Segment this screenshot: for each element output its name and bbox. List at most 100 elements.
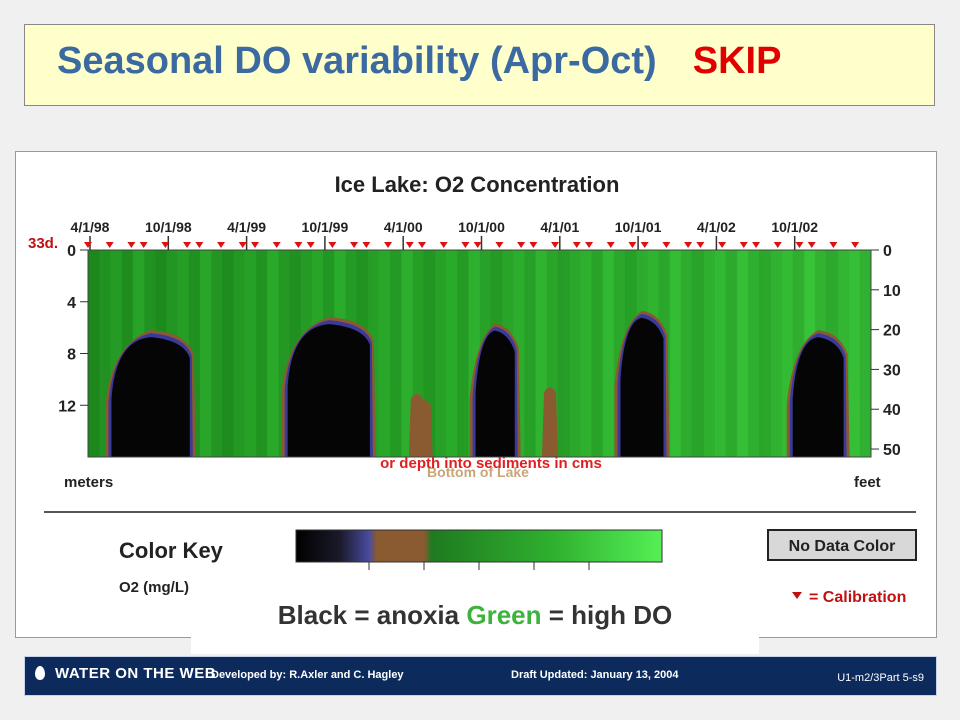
o2-heatmap-chart: 4/1/98 10/1/98 4/1/99 10/1/99 4/1/00 10/1/00 4… [28,219,917,606]
heatmap-texture-stripe [848,250,861,457]
heatmap-texture-stripe [770,250,783,457]
calibration-marker [127,242,136,248]
color-key-title: Color Key [119,538,224,563]
chart-panel: Ice Lake: O2 Concentration 4/1/98 10/1/98… [15,151,937,638]
right-axis-tick-label: 10 [883,283,901,300]
footer-logo: WATER ON THE WEB [35,665,216,682]
heatmap-texture-stripe [412,250,425,457]
date-tick-label: 4/1/98 [71,219,110,235]
right-axis-tick-label: 30 [883,362,901,379]
date-tick-label: 4/1/02 [697,219,736,235]
heatmap-texture-stripe [580,250,592,457]
heatmap-texture-stripe [602,250,615,457]
calibration-marker [384,242,393,248]
date-tick-label: 4/1/01 [540,219,579,235]
heatmap-texture-stripe [390,250,402,457]
heatmap-texture-stripe [736,250,749,457]
calibration-marker [696,242,705,248]
axes: 4/1/98 10/1/98 4/1/99 10/1/99 4/1/00 10/1/00 4… [28,219,916,513]
heatmap-texture-stripe [557,250,570,457]
heatmap-texture-stripe [781,250,794,457]
heatmap-texture-stripe [401,250,413,457]
calibration-marker [217,242,226,248]
anoxic-zone-1998 [111,337,190,457]
heatmap-texture-stripe [792,250,805,457]
heatmap-texture-stripe [222,250,234,457]
bottom-of-lake-label: Bottom of Lake [427,464,529,480]
heatmap-texture-stripe [199,250,212,457]
footer: WATER ON THE WEB Developed by: R.Axler a… [24,656,937,696]
date-tick-label: 4/1/99 [227,219,266,235]
left-axis-tick-label: 0 [67,243,76,260]
heatmap-texture-stripe [378,250,391,457]
color-key-gradient [295,529,663,563]
calibration-marker [851,242,860,248]
caption-rest: = high DO [548,600,673,630]
heatmap-texture-stripe [445,250,458,457]
calibration-marker [473,242,482,248]
calibration-marker [529,242,538,248]
calibration-marker [84,242,92,248]
date-tick-label: 4/1/00 [384,219,423,235]
heatmap-texture-stripe [692,250,704,457]
calibration-marker [405,242,414,248]
right-axis-unit: feet [854,474,881,491]
heatmap-texture-stripe [703,250,715,457]
calibration-marker [773,242,782,248]
heatmap-texture-stripe [110,250,123,457]
caption-green: Green [466,600,542,630]
skip-tag: SKIP [692,40,782,82]
calibration-marker [461,242,470,248]
caption: Black = anoxia Green = high DO [191,600,759,631]
sediment-depth-annotation: or depth into sediments in cms [380,455,602,472]
heatmap-texture-stripe [233,250,246,457]
right-axis-tick-label: 40 [883,402,901,419]
calibration-marker [795,242,804,248]
calibration-marker [807,242,816,248]
footer-developed: Developed by: R.Axler and C. Hagley [211,669,404,681]
heatmap-texture-stripe [468,250,480,457]
heatmap-texture-stripe [680,250,693,457]
heatmap-texture-stripe [434,250,447,457]
calibration-marker [306,242,315,248]
corner-label: 33d. [28,235,58,252]
anoxic-zone-2000 [475,330,515,457]
anoxic-zone-2001 [620,317,664,457]
caption-black: Black = anoxia [277,600,460,630]
heatmap-texture-stripe [513,250,525,457]
calibration-marker [294,242,303,248]
left-axis-unit: meters [64,474,113,491]
calibration-marker [606,242,615,248]
heatmap-texture-stripe [188,250,201,457]
calibration-marker [628,242,637,248]
slide-title: Seasonal DO variability (Apr-Oct) SKIP [57,40,781,83]
footer-logo-text: WATER ON THE WEB [55,665,217,682]
calibration-marker [105,242,114,248]
heatmap-texture-stripe [859,250,872,457]
calibration-marker [551,242,560,248]
footer-draft: Draft Updated: January 13, 2004 [511,669,679,681]
heatmap-texture-stripe [714,250,727,457]
heatmap-texture-stripe [591,250,604,457]
calibration-marker [718,242,727,248]
anoxic-zone-1999 [287,324,370,457]
heatmap-texture-stripe [524,250,536,457]
calibration-marker [829,242,838,248]
slide-title-text: Seasonal DO variability (Apr-Oct) [57,40,657,82]
heatmap-texture-stripe [546,250,559,457]
left-axis-tick-label: 8 [67,347,76,364]
heatmap-texture-stripe [759,250,771,457]
heatmap-texture-stripe [457,250,469,457]
calibration-marker [161,242,170,248]
right-axis-tick-label: 50 [883,442,901,459]
calibration-marker [328,242,337,248]
heatmap-texture-stripe [244,250,257,457]
heatmap-texture-stripe [747,250,760,457]
anoxic-zone-2002 [792,337,844,457]
right-axis-tick-label: 20 [883,323,901,340]
calibration-marker [495,242,504,248]
no-data-label: No Data Color [789,538,896,555]
calibration-marker [139,242,148,248]
calibration-marker [739,242,748,248]
winter-low-do-2 [541,387,558,457]
